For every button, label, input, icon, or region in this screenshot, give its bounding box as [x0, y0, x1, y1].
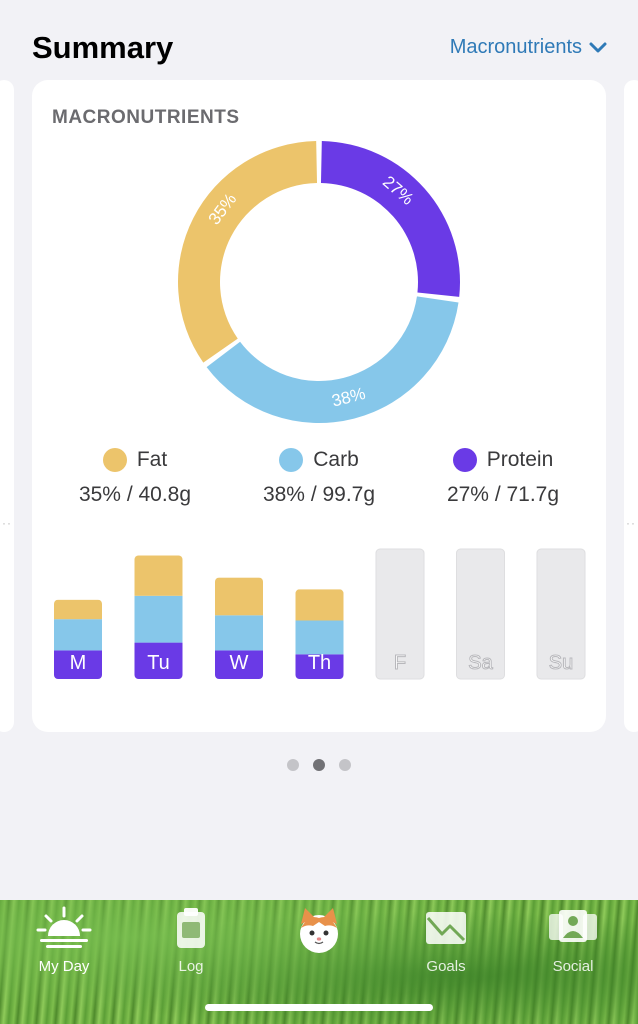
bar-segment-fat — [295, 589, 344, 621]
empty-day-bar — [536, 548, 586, 680]
macronutrient-donut-chart: 27%38%35% — [178, 141, 461, 423]
tab-my-day[interactable]: My Day — [9, 900, 119, 990]
people-icon — [549, 910, 597, 942]
donut-slice-carb — [206, 296, 459, 423]
legend-value-fat: 35% / 40.8g — [78, 483, 192, 506]
day-label: F — [394, 652, 406, 674]
empty-day-bar — [375, 548, 425, 680]
day-label: Th — [308, 652, 331, 674]
day-label: W — [230, 652, 249, 674]
tab-label-social: Social — [552, 958, 594, 975]
previous-card-peek[interactable] — [0, 80, 14, 732]
day-label: Tu — [147, 652, 170, 674]
page-dot[interactable] — [339, 759, 351, 771]
macronutrient-legend: Fat 35% / 40.8g Carb 38% / 99.7g Protein… — [32, 445, 606, 515]
tab-log[interactable]: Log — [136, 900, 246, 990]
fat-color-dot — [102, 448, 127, 472]
day-label: M — [70, 652, 87, 674]
legend-value-protein: 27% / 71.7g — [446, 483, 560, 506]
legend-name-fat: Fat — [136, 448, 168, 471]
page-dot[interactable] — [287, 759, 299, 771]
day-label: Sa — [468, 652, 493, 674]
page-title: Summary — [32, 30, 174, 65]
bar-segment-carb — [54, 619, 102, 651]
bar-segment-carb — [215, 615, 263, 651]
bar-segment-carb — [295, 620, 344, 655]
clipboard-icon — [177, 908, 205, 948]
prev-card-ellipsis: ·· — [2, 516, 12, 530]
tab-bar: My Day Log Goals — [0, 900, 638, 1024]
tab-label-goals: Goals — [426, 958, 466, 975]
day-label: Su — [549, 652, 573, 674]
sunrise-icon — [36, 906, 92, 948]
day-bar-f[interactable]: F — [375, 548, 425, 680]
tab-label-log: Log — [178, 958, 204, 975]
day-bar-sa[interactable]: Sa — [456, 548, 505, 680]
bar-segment-protein — [295, 654, 344, 679]
day-bar-tu[interactable]: Tu — [134, 555, 183, 680]
legend-item-carb: Carb 38% / 99.7g — [224, 445, 414, 507]
legend-name-carb: Carb — [313, 448, 359, 471]
day-bar-th[interactable]: Th — [295, 589, 344, 679]
protein-color-dot — [452, 448, 477, 472]
bar-segment-protein — [54, 650, 102, 679]
card-pagination[interactable] — [0, 759, 638, 771]
header: Summary Macronutrients — [0, 0, 638, 80]
chart-envelope-icon — [426, 912, 466, 944]
day-bar-su[interactable]: Su — [536, 548, 586, 680]
tab-pet[interactable] — [264, 900, 374, 990]
legend-item-fat: Fat 35% / 40.8g — [40, 445, 230, 507]
tab-label-my-day: My Day — [38, 958, 90, 975]
donut-slice-protein — [320, 141, 461, 297]
empty-day-bar — [456, 548, 505, 680]
next-card-ellipsis: ·· — [626, 516, 636, 530]
bar-segment-fat — [54, 599, 102, 620]
tab-social[interactable]: Social — [518, 900, 628, 990]
legend-value-carb: 38% / 99.7g — [262, 483, 376, 506]
legend-name-protein: Protein — [486, 448, 554, 471]
cat-avatar-icon — [300, 908, 338, 953]
bar-segment-protein — [215, 650, 263, 679]
day-bar-w[interactable]: W — [215, 577, 263, 679]
bar-segment-protein — [134, 642, 183, 679]
home-indicator — [205, 1004, 433, 1011]
page-dot[interactable] — [313, 759, 325, 771]
donut-slice-fat — [178, 141, 318, 363]
selector-label: Macronutrients — [449, 36, 582, 58]
day-bar-m[interactable]: M — [54, 599, 102, 679]
weekly-macro-bar-chart: M Tu W Th F Sa Su — [54, 548, 586, 680]
summary-type-selector[interactable]: Macronutrients — [450, 36, 608, 59]
tab-goals[interactable]: Goals — [391, 900, 501, 990]
bar-segment-carb — [134, 595, 183, 643]
chevron-down-icon — [589, 42, 607, 52]
bar-segment-fat — [134, 555, 183, 596]
card-title: MACRONUTRIENTS — [52, 107, 240, 128]
bar-segment-fat — [215, 577, 263, 616]
legend-item-protein: Protein 27% / 71.7g — [408, 445, 598, 507]
macronutrients-card: MACRONUTRIENTS 27% 38% 35% Fat 35% / 40.8g… — [32, 80, 606, 732]
next-card-peek[interactable] — [624, 80, 638, 732]
carb-color-dot — [279, 448, 304, 472]
